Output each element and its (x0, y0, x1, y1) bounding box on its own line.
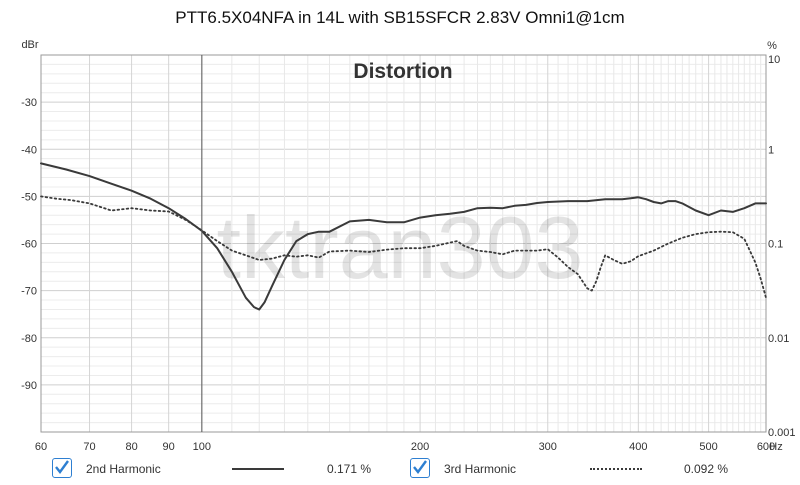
x-tick-label: 200 (411, 441, 429, 453)
y2-tick-label: 0.001 (768, 427, 796, 439)
y-tick-label: -80 (21, 333, 37, 345)
y-tick-label: -40 (21, 144, 37, 156)
x-tick-label: 80 (125, 441, 137, 453)
series-1-checkbox[interactable] (52, 458, 72, 478)
series-2-name: 3rd Harmonic (444, 462, 517, 476)
x-tick-label: 70 (83, 441, 95, 453)
y-axis-label: dBr (21, 39, 38, 51)
series-2-swatch (590, 468, 642, 470)
x-tick-label: 600 (757, 441, 775, 453)
chart: tktran303 Distortion dBr -30 -40 -50 -60 -70 -… (21, 39, 795, 453)
x-tick-label: 300 (539, 441, 557, 453)
plot-title: Distortion (353, 60, 452, 83)
plot-frame (40, 54, 767, 433)
checkmark-icon (413, 460, 427, 474)
x-tick-label: 500 (699, 441, 717, 453)
y-tick-label: -60 (21, 239, 37, 251)
axes: dBr -30 -40 -50 -60 -70 -80 -90% 10 1 0.1 0.01 0.001… (21, 39, 795, 453)
y2-axis-label: % (767, 40, 777, 52)
series-2-checkbox[interactable] (410, 458, 430, 478)
x-tick-label: 90 (163, 441, 175, 453)
series-1-swatch (232, 468, 284, 470)
watermark: tktran303 (217, 198, 584, 297)
legend: 2nd Harmonic 0.171 % 3rd Harmonic 0.092 … (0, 455, 800, 485)
x-tick-label: 100 (193, 441, 211, 453)
x-unit-label: Hz (769, 441, 782, 453)
series-1-value: 0.171 % (327, 462, 372, 476)
x-tick-label: 60 (35, 441, 47, 453)
series-line-1 (40, 162, 767, 311)
grid (40, 54, 767, 433)
y-tick-label: -90 (21, 380, 37, 392)
series-1-name: 2nd Harmonic (86, 462, 161, 476)
series-line-2 (40, 195, 767, 299)
x-tick-label: 400 (629, 441, 647, 453)
y-tick-label: -50 (21, 191, 37, 203)
y-tick-label: -30 (21, 97, 37, 109)
y2-tick-label: 1 (768, 144, 774, 156)
y2-tick-label: 0.01 (768, 333, 789, 345)
y2-tick-label: 0.1 (768, 239, 783, 251)
chart-title: PTT6.5X04NFA in 14L with SB15SFCR 2.83V … (175, 8, 625, 27)
series-2-value: 0.092 % (684, 462, 729, 476)
y-tick-label: -70 (21, 286, 37, 298)
y2-tick-label: 10 (768, 54, 780, 66)
series-layer (40, 162, 767, 311)
checkmark-icon (55, 460, 69, 474)
